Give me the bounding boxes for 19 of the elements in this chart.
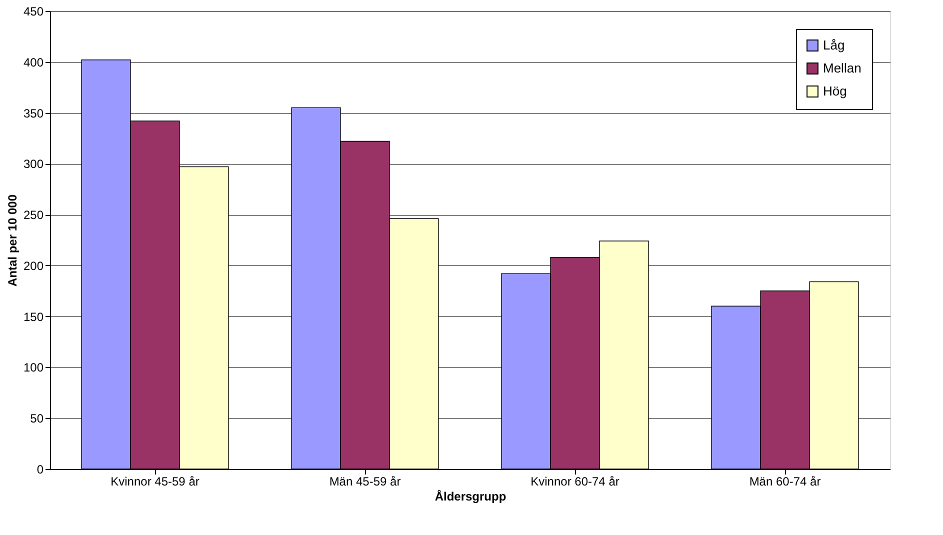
legend-label: Låg [823, 38, 845, 52]
y-tick-label: 450 [23, 4, 44, 18]
y-tick-label: 200 [23, 258, 44, 273]
x-tick-label: Män 45-59 år [329, 474, 401, 488]
legend-label: Mellan [823, 60, 862, 76]
x-tick-label: Kvinnor 45-59 år [110, 474, 200, 488]
legend-label: Hög [823, 84, 847, 98]
y-tick-label: 250 [23, 208, 44, 222]
x-tick-label: Män 60-74 år [749, 474, 821, 488]
y-tick-label: 150 [23, 310, 44, 324]
x-tick-label: Kvinnor 60-74 år [530, 474, 620, 488]
y-tick-label: 100 [23, 360, 44, 375]
y-tick-label: 0 [36, 462, 44, 476]
y-axis-title: Antal per 10 000 [5, 194, 20, 287]
x-axis-title: Åldersgrupp [434, 490, 506, 504]
y-tick-label: 50 [30, 412, 44, 426]
y-tick-label: 400 [23, 55, 44, 70]
y-tick-label: 350 [23, 106, 44, 120]
y-tick-label: 300 [23, 157, 44, 172]
